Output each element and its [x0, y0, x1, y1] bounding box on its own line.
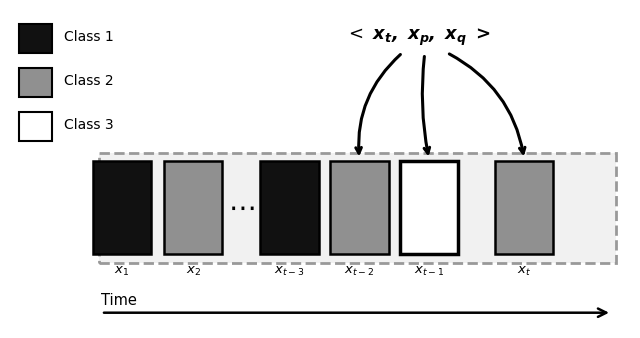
- Text: Time: Time: [101, 293, 137, 308]
- FancyBboxPatch shape: [164, 162, 222, 254]
- FancyBboxPatch shape: [19, 24, 52, 53]
- Text: $x_{t-2}$: $x_{t-2}$: [344, 265, 374, 278]
- Text: Class 3: Class 3: [64, 118, 114, 132]
- Text: $x_1$: $x_1$: [115, 265, 130, 278]
- Text: $x_{t-3}$: $x_{t-3}$: [275, 265, 305, 278]
- FancyBboxPatch shape: [495, 162, 554, 254]
- FancyBboxPatch shape: [19, 68, 52, 97]
- FancyBboxPatch shape: [19, 112, 52, 141]
- Text: Class 2: Class 2: [64, 74, 114, 88]
- FancyBboxPatch shape: [93, 162, 151, 254]
- Text: $<\ \bfit{x}_t,\ \bfit{x}_p,\ \bfit{x}_q\ >$: $<\ \bfit{x}_t,\ \bfit{x}_p,\ \bfit{x}_q…: [346, 27, 492, 48]
- Text: $x_2$: $x_2$: [186, 265, 201, 278]
- FancyBboxPatch shape: [260, 162, 319, 254]
- Text: $x_{t-1}$: $x_{t-1}$: [414, 265, 444, 278]
- FancyBboxPatch shape: [400, 162, 458, 254]
- Text: $\cdots$: $\cdots$: [228, 194, 255, 222]
- FancyBboxPatch shape: [330, 162, 388, 254]
- Text: Class 1: Class 1: [64, 30, 114, 44]
- FancyBboxPatch shape: [99, 153, 616, 263]
- Text: $x_t$: $x_t$: [517, 265, 531, 278]
